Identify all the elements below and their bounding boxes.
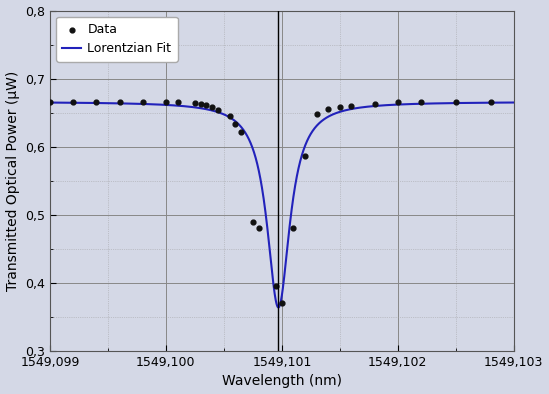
Lorentzian Fit <box>47 100 53 105</box>
Lorentzian Fit <box>393 102 400 107</box>
Data <box>272 283 281 290</box>
Data <box>370 101 379 107</box>
Y-axis label: Transmitted Optical Power (µW): Transmitted Optical Power (µW) <box>5 71 20 291</box>
Data <box>69 98 77 105</box>
Lorentzian Fit <box>325 114 332 119</box>
Data <box>335 104 344 110</box>
Lorentzian Fit <box>511 100 517 105</box>
Line: Lorentzian Fit: Lorentzian Fit <box>50 102 514 307</box>
Data <box>249 219 257 225</box>
Lorentzian Fit <box>275 305 282 310</box>
Lorentzian Fit <box>349 107 355 112</box>
Data <box>521 98 530 105</box>
Data <box>115 98 124 105</box>
Data <box>173 99 182 106</box>
Data <box>347 103 356 109</box>
Data <box>214 107 222 113</box>
Data <box>197 101 205 107</box>
Data <box>202 102 211 108</box>
Data <box>277 300 286 307</box>
Data <box>312 111 321 117</box>
Lorentzian Fit <box>224 113 231 118</box>
Data <box>237 128 245 135</box>
Data <box>231 121 240 127</box>
Data <box>46 98 54 105</box>
Data <box>254 225 263 232</box>
Data <box>92 98 101 105</box>
Data <box>301 152 310 159</box>
Lorentzian Fit <box>428 101 435 106</box>
Data <box>225 113 234 119</box>
Data <box>138 98 147 105</box>
Data <box>191 100 199 106</box>
Data <box>161 98 170 105</box>
Data <box>417 99 425 106</box>
Data <box>208 104 217 110</box>
Data <box>324 106 333 112</box>
Data <box>289 225 298 232</box>
Data <box>451 99 460 106</box>
Data <box>486 98 495 105</box>
Data <box>394 99 402 106</box>
Lorentzian Fit <box>131 101 137 106</box>
Legend: Data, Lorentzian Fit: Data, Lorentzian Fit <box>56 17 178 61</box>
X-axis label: Wavelength (nm): Wavelength (nm) <box>222 374 342 388</box>
